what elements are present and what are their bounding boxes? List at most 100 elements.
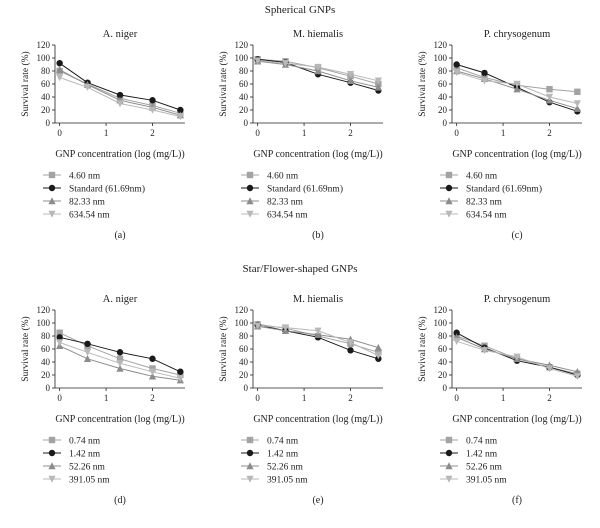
legend-marker — [48, 210, 56, 218]
legend-label: 52.26 nm — [466, 463, 503, 473]
legend-marker — [445, 197, 453, 205]
x-axis-label: GNP concentration (log (mg/L)) — [253, 149, 382, 160]
y-tick-label: 120 — [37, 305, 51, 315]
legend-label: 52.26 nm — [69, 463, 106, 473]
y-tick-label: 60 — [239, 344, 249, 354]
y-tick-label: 20 — [438, 370, 448, 380]
legend-marker — [48, 436, 56, 444]
legend-marker — [48, 449, 56, 457]
legend-label: 0.74 nm — [267, 437, 299, 447]
y-tick-label: 60 — [438, 344, 448, 354]
legend-marker — [246, 210, 254, 218]
y-axis-label: Survival rate (%) — [20, 316, 31, 381]
legend-label: Standard (61.69nm) — [69, 184, 145, 195]
legend-marker — [48, 462, 56, 470]
y-tick-label: 20 — [239, 370, 249, 380]
data-point — [56, 65, 64, 73]
legend-label: 634.54 nm — [69, 211, 110, 221]
data-point — [374, 343, 382, 351]
data-point — [116, 364, 124, 372]
panel-label: (d) — [114, 495, 126, 506]
y-tick-label: 120 — [235, 305, 249, 315]
data-point — [56, 74, 64, 82]
x-tick-label: 0 — [454, 393, 459, 403]
data-point — [56, 339, 64, 347]
legend-marker — [246, 197, 254, 205]
data-point — [83, 84, 92, 92]
legend-label: 391.05 nm — [466, 476, 507, 486]
data-point — [84, 340, 91, 347]
x-tick-label: 0 — [255, 393, 260, 403]
y-tick-label: 40 — [438, 92, 448, 102]
legend-marker — [48, 475, 56, 483]
legend-label: Standard (61.69nm) — [466, 184, 542, 195]
y-tick-label: 80 — [41, 66, 51, 76]
data-point — [546, 86, 553, 93]
legend-marker — [48, 171, 56, 179]
x-tick-label: 0 — [454, 128, 459, 138]
data-point — [480, 347, 489, 355]
data-point — [148, 368, 157, 376]
data-point — [148, 372, 157, 380]
data-point — [177, 371, 184, 379]
chart-panel-a: A. niger 0 20 40 60 80 100 120 0 1 2 Survival rate … — [20, 29, 185, 241]
data-point — [149, 97, 156, 104]
panel-label: (c) — [511, 230, 522, 241]
y-tick-label: 120 — [434, 40, 448, 50]
y-tick-label: 0 — [244, 383, 249, 393]
legend-marker — [445, 449, 453, 457]
data-point — [148, 106, 157, 114]
y-tick-label: 100 — [235, 318, 249, 328]
data-point — [83, 354, 92, 362]
data-point — [573, 104, 581, 112]
legend-marker — [445, 475, 453, 483]
y-axis-label: Survival rate (%) — [218, 51, 229, 116]
y-tick-label: 120 — [37, 40, 51, 50]
legend-label: 52.26 nm — [267, 463, 304, 473]
data-point — [116, 349, 124, 356]
data-point — [83, 349, 92, 357]
data-point — [573, 100, 581, 108]
data-point — [176, 375, 184, 383]
y-axis-label: Survival rate (%) — [417, 51, 428, 116]
legend-marker — [445, 184, 453, 192]
data-point — [453, 329, 460, 336]
chart-panel-f: P. chrysogenum 0 20 40 60 80 100 120 0 1 2 Survival… — [417, 294, 582, 506]
y-axis-label: Survival rate (%) — [20, 51, 31, 116]
data-point — [573, 373, 581, 381]
x-tick-label: 0 — [255, 128, 260, 138]
data-point — [374, 352, 382, 360]
legend-marker — [48, 184, 56, 192]
data-point — [56, 334, 63, 341]
y-tick-label: 60 — [239, 79, 249, 89]
data-point — [177, 368, 184, 375]
data-point — [56, 329, 63, 336]
panel-label: (a) — [114, 230, 125, 241]
legend-label: 0.74 nm — [466, 437, 498, 447]
y-tick-label: 60 — [438, 79, 448, 89]
data-point — [116, 100, 124, 108]
data-point — [480, 77, 489, 85]
y-tick-label: 80 — [41, 331, 51, 341]
chart-panel-e: M. hiemalis 0 20 40 60 80 100 120 0 1 2 Survival ra… — [218, 294, 383, 506]
x-tick-label: 1 — [501, 128, 506, 138]
data-point — [346, 76, 355, 84]
y-tick-label: 0 — [443, 383, 448, 393]
chart-panel-c: P. chrysogenum 0 20 40 60 80 100 120 0 1 2 Survival… — [417, 29, 582, 241]
data-point — [574, 88, 581, 95]
x-axis-label: GNP concentration (log (mg/L)) — [253, 414, 382, 425]
y-tick-label: 20 — [438, 105, 448, 115]
legend-marker — [246, 475, 254, 483]
y-axis-label: Survival rate (%) — [218, 316, 229, 381]
y-tick-label: 0 — [244, 118, 249, 128]
y-tick-label: 100 — [37, 318, 51, 328]
x-tick-label: 0 — [57, 128, 62, 138]
y-tick-label: 100 — [37, 53, 51, 63]
y-tick-label: 20 — [41, 370, 51, 380]
y-tick-label: 40 — [239, 357, 249, 367]
y-tick-label: 100 — [434, 53, 448, 63]
y-tick-label: 60 — [41, 79, 51, 89]
legend-marker — [246, 462, 254, 470]
section-title-star-flower: Star/Flower-shaped GNPs — [243, 263, 358, 275]
x-axis-label: GNP concentration (log (mg/L)) — [55, 414, 184, 425]
